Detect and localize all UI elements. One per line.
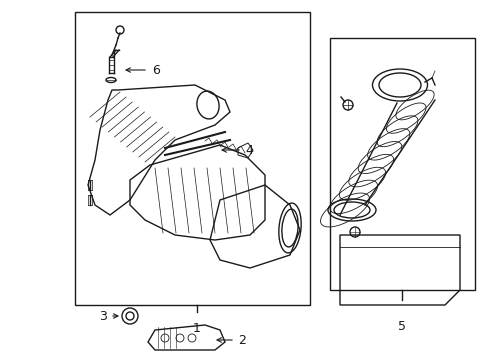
Text: 4: 4 (244, 144, 252, 157)
Text: 5: 5 (397, 320, 405, 333)
Bar (329, 38, 474, 290)
Text: 6: 6 (152, 63, 160, 77)
Bar (75, 12, 309, 305)
Text: 1: 1 (193, 322, 201, 335)
Text: 3: 3 (99, 310, 107, 323)
Text: 2: 2 (238, 333, 245, 346)
